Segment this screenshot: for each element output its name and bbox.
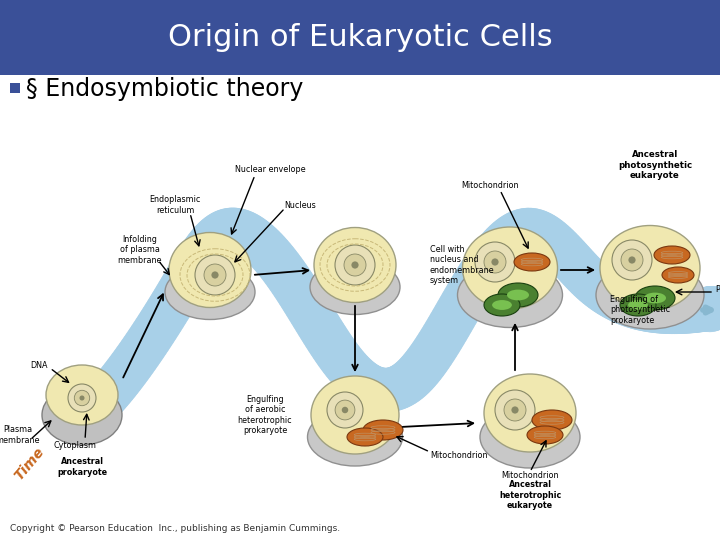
- Circle shape: [511, 407, 518, 414]
- Text: Mitochondrion: Mitochondrion: [430, 450, 487, 460]
- Circle shape: [475, 242, 515, 282]
- Ellipse shape: [514, 253, 550, 271]
- Text: Engulfing of
photosynthetic
prokaryote: Engulfing of photosynthetic prokaryote: [610, 295, 670, 325]
- Circle shape: [79, 395, 84, 401]
- Ellipse shape: [462, 227, 557, 309]
- Text: Ancestral
prokaryote: Ancestral prokaryote: [57, 457, 107, 477]
- Ellipse shape: [347, 428, 383, 446]
- Ellipse shape: [492, 300, 512, 310]
- Text: Cell with
nucleus and
endomembrane
system: Cell with nucleus and endomembrane syste…: [430, 245, 495, 285]
- Circle shape: [484, 251, 506, 273]
- Circle shape: [195, 255, 235, 295]
- Ellipse shape: [644, 293, 666, 303]
- Ellipse shape: [600, 226, 700, 310]
- Circle shape: [204, 264, 226, 286]
- Circle shape: [342, 407, 348, 413]
- Circle shape: [74, 390, 90, 406]
- Circle shape: [504, 399, 526, 421]
- Ellipse shape: [654, 246, 690, 264]
- Ellipse shape: [635, 286, 675, 310]
- Ellipse shape: [310, 260, 400, 314]
- Text: Mitochondrion: Mitochondrion: [462, 180, 518, 190]
- Text: Origin of Eukaryotic Cells: Origin of Eukaryotic Cells: [168, 23, 552, 52]
- Circle shape: [68, 384, 96, 412]
- Circle shape: [344, 254, 366, 276]
- Text: Mitochondrion: Mitochondrion: [501, 470, 559, 480]
- Circle shape: [621, 249, 643, 271]
- Text: Infolding
of plasma
membrane: Infolding of plasma membrane: [118, 235, 162, 265]
- Ellipse shape: [662, 267, 694, 283]
- Circle shape: [495, 390, 535, 430]
- Ellipse shape: [307, 408, 402, 466]
- Ellipse shape: [42, 385, 122, 445]
- Circle shape: [335, 400, 355, 420]
- Circle shape: [212, 272, 219, 279]
- Circle shape: [335, 245, 375, 285]
- Ellipse shape: [363, 420, 403, 440]
- Text: Ancestral
photosynthetic
eukaryote: Ancestral photosynthetic eukaryote: [618, 150, 692, 180]
- Text: DNA: DNA: [30, 361, 48, 369]
- Text: Plastid: Plastid: [715, 286, 720, 294]
- Text: Plasma
membrane: Plasma membrane: [0, 426, 40, 445]
- Ellipse shape: [165, 265, 255, 320]
- Ellipse shape: [169, 233, 251, 307]
- Ellipse shape: [628, 300, 648, 310]
- Ellipse shape: [311, 376, 399, 454]
- Ellipse shape: [314, 227, 396, 302]
- Text: Nucleus: Nucleus: [284, 200, 316, 210]
- Ellipse shape: [532, 410, 572, 430]
- Circle shape: [491, 259, 498, 266]
- Ellipse shape: [457, 262, 562, 327]
- Text: Ancestral
heterotrophic
eukaryote: Ancestral heterotrophic eukaryote: [499, 480, 561, 510]
- Ellipse shape: [596, 261, 704, 329]
- Ellipse shape: [484, 294, 520, 316]
- Circle shape: [612, 240, 652, 280]
- Ellipse shape: [527, 426, 563, 444]
- Ellipse shape: [484, 374, 576, 452]
- Text: Cytoplasm: Cytoplasm: [53, 441, 96, 449]
- Circle shape: [629, 256, 636, 264]
- Text: Nuclear envelope: Nuclear envelope: [235, 165, 305, 174]
- Bar: [0, 0, 720, 75]
- Text: Endoplasmic
reticulum: Endoplasmic reticulum: [149, 195, 201, 215]
- Ellipse shape: [498, 283, 538, 307]
- Ellipse shape: [480, 406, 580, 468]
- Text: Copyright © Pearson Education  Inc., publishing as Benjamin Cummings.: Copyright © Pearson Education Inc., publ…: [10, 524, 340, 533]
- Ellipse shape: [46, 365, 118, 425]
- Circle shape: [327, 392, 363, 428]
- Ellipse shape: [620, 294, 656, 316]
- Bar: [10, 83, 20, 92]
- Ellipse shape: [507, 289, 529, 300]
- Text: Engulfing
of aerobic
heterotrophic
prokaryote: Engulfing of aerobic heterotrophic proka…: [238, 395, 292, 435]
- Circle shape: [351, 261, 359, 268]
- Text: § Endosymbiotic theory: § Endosymbiotic theory: [26, 77, 303, 100]
- Text: Time: Time: [12, 445, 48, 483]
